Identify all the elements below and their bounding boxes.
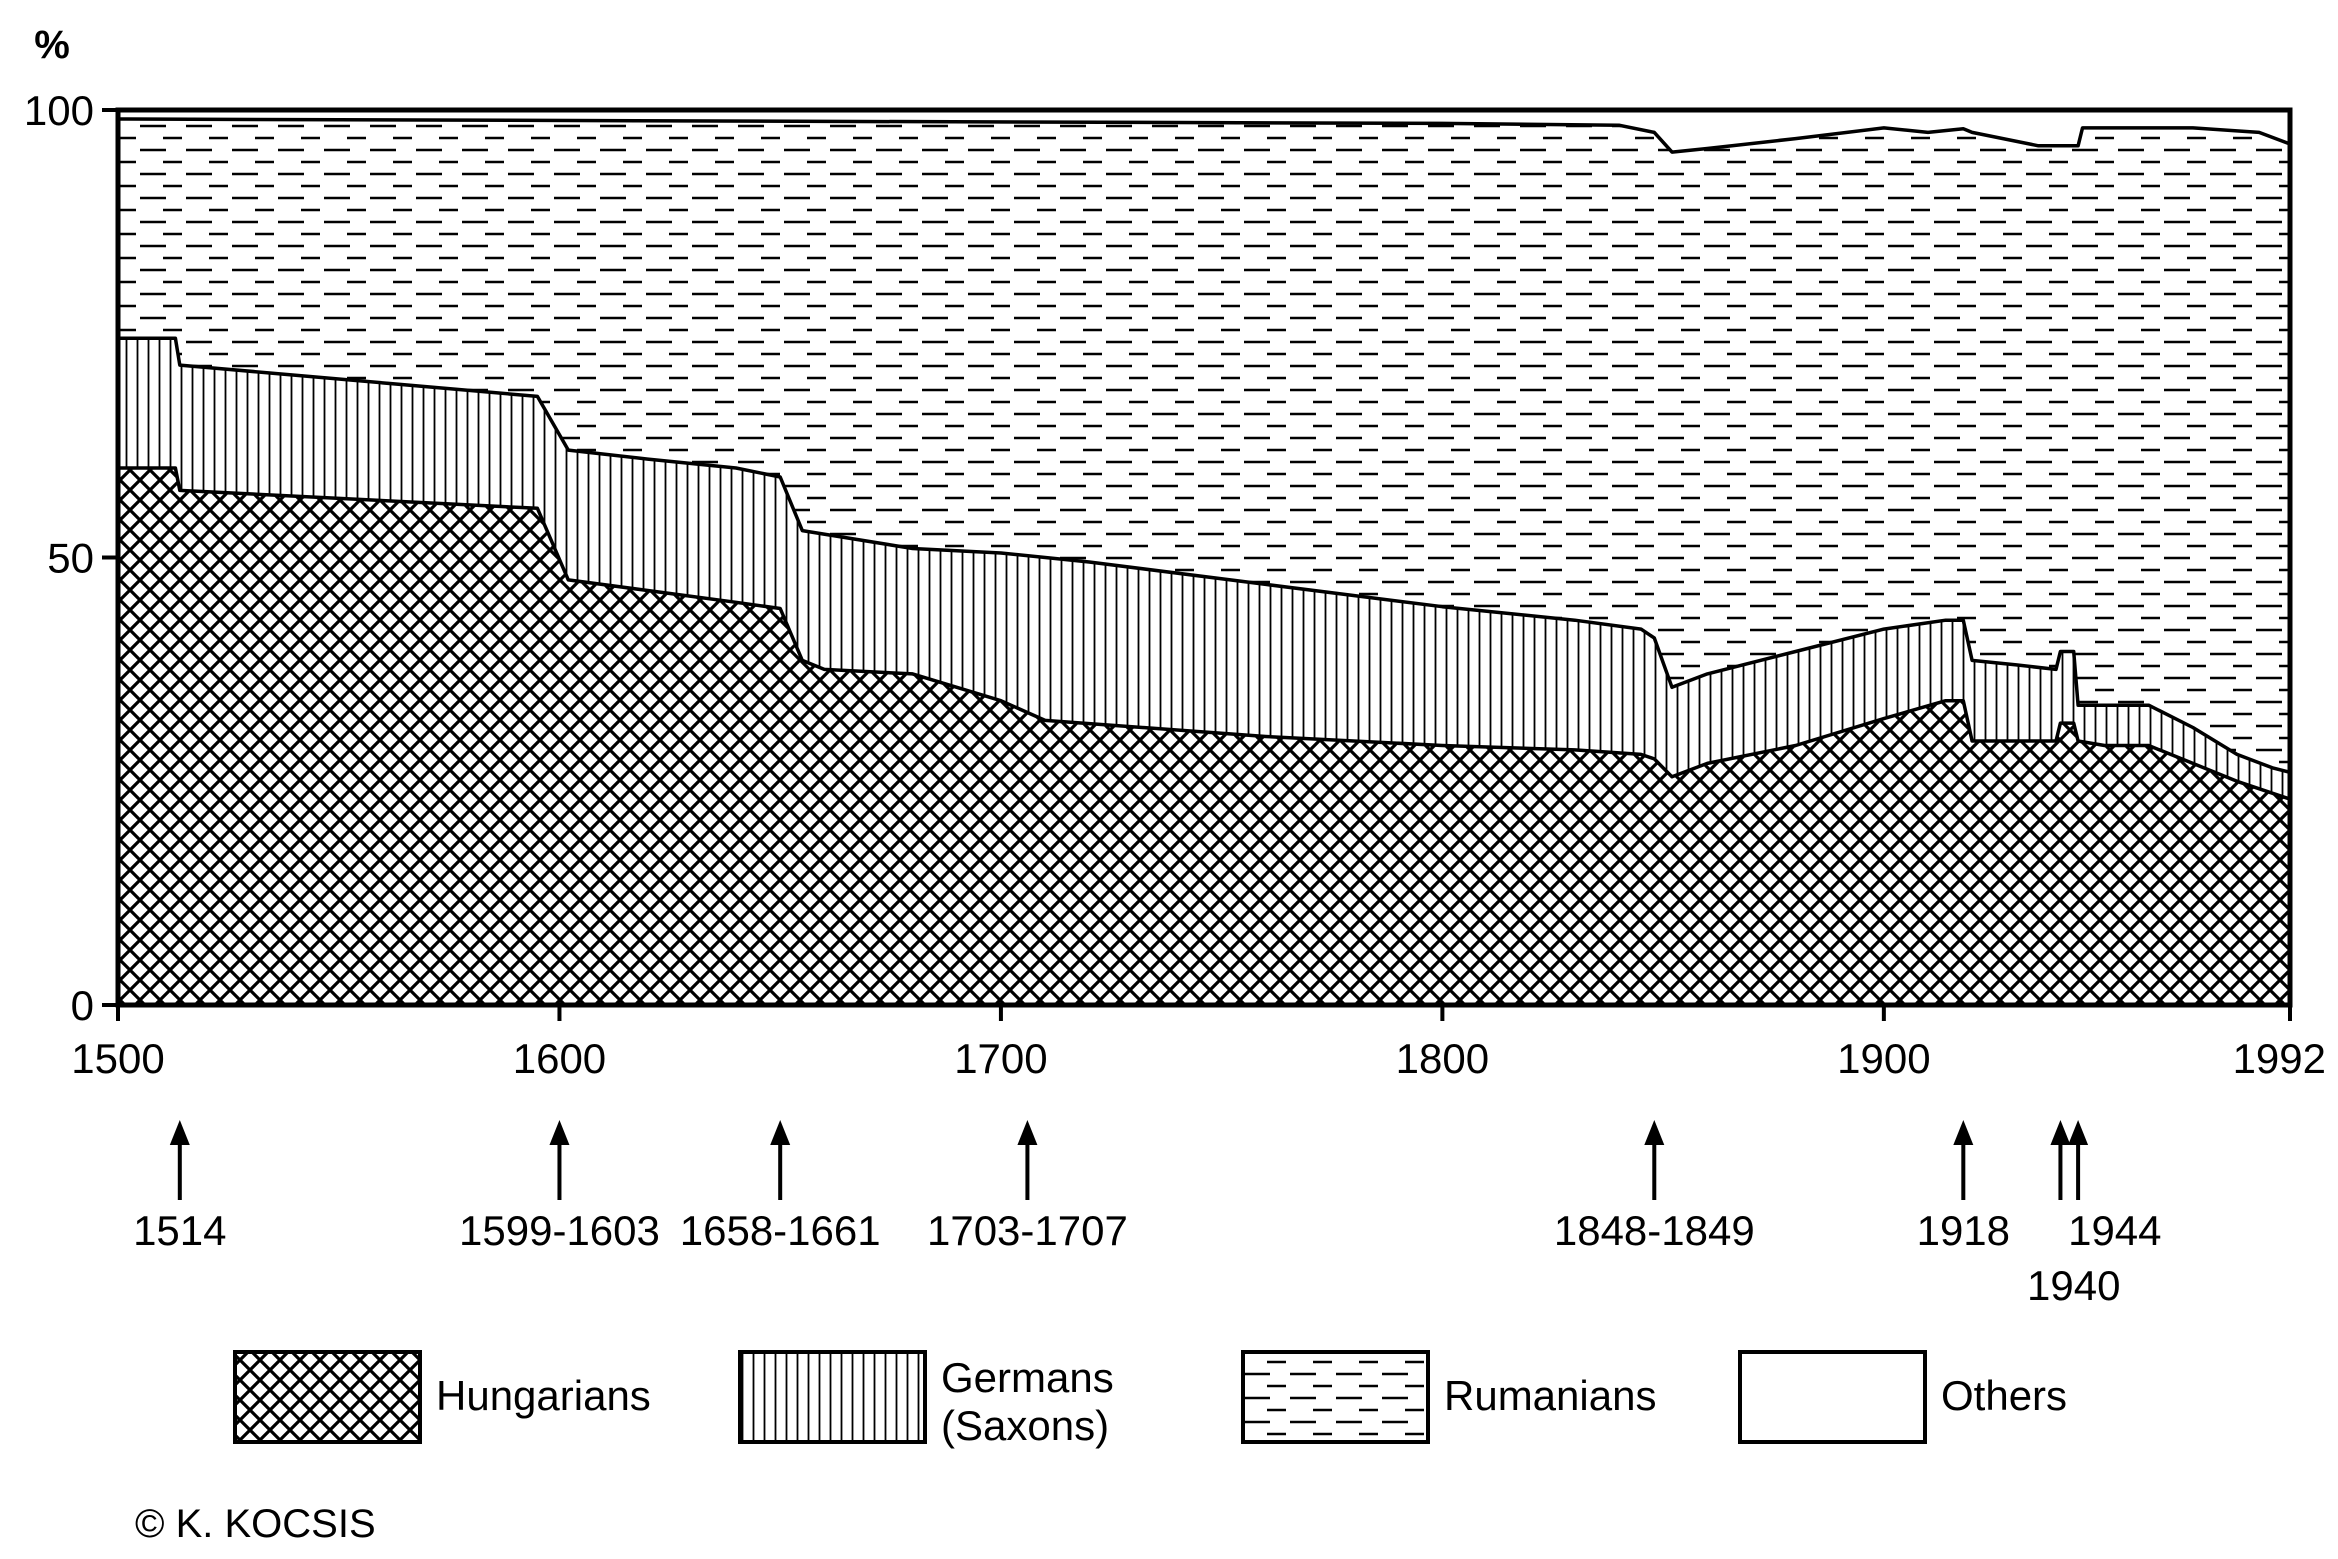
x-tick-label: 1500 (71, 1035, 164, 1082)
credit-text: © K. KOCSIS (135, 1502, 376, 1546)
legend-swatch (233, 1350, 422, 1444)
event-arrow-head (770, 1120, 791, 1145)
y-tick-label: 100 (24, 87, 94, 134)
event-label: 1599-1603 (459, 1207, 660, 1254)
x-axis: 1500 1600 1700 1800 1900 1992 (71, 1005, 2326, 1082)
event-arrow-head (169, 1120, 190, 1145)
legend-label: Rumanians (1444, 1372, 1656, 1419)
event-label: 1848-1849 (1554, 1207, 1755, 1254)
legend-label: Hungarians (436, 1372, 651, 1419)
boundary-germans-saxons (118, 336, 2291, 774)
legend-swatch (1738, 1350, 1927, 1444)
event-label: 1514 (133, 1207, 226, 1254)
x-tick-label: 1700 (954, 1035, 1047, 1082)
x-tick-label: 1600 (513, 1035, 606, 1082)
x-tick-label: 1800 (1396, 1035, 1489, 1082)
legend-label: Germans (941, 1354, 1114, 1401)
boundary-rumanians (117, 117, 2291, 154)
event-arrow-head (2068, 1120, 2089, 1145)
x-tick-label: 1992 (2233, 1035, 2326, 1082)
x-tick-label: 1900 (1837, 1035, 1930, 1082)
event-arrow-head (1644, 1120, 1665, 1145)
legend-swatch (738, 1350, 927, 1444)
legend: Hungarians Germans(Saxons) Rumanians Others (233, 1350, 2067, 1449)
event-arrow-head (1017, 1120, 1038, 1145)
legend-swatch (1241, 1350, 1430, 1444)
area-hungarians (118, 468, 2290, 1005)
boundary-hungarians (118, 466, 2291, 801)
event-label: 1703-1707 (927, 1207, 1128, 1254)
legend-label: (Saxons) (941, 1402, 1109, 1449)
event-label: 1940 (2027, 1262, 2120, 1309)
event-label: 1944 (2068, 1207, 2161, 1254)
y-axis: 0 50 100 (24, 87, 118, 1029)
event-arrow-head (1953, 1120, 1974, 1145)
event-label: 1918 (1917, 1207, 2010, 1254)
legend-label: Others (1941, 1372, 2067, 1419)
y-tick-label: 50 (47, 535, 94, 582)
event-arrow-head (2050, 1120, 2071, 1145)
event-arrow-head (549, 1120, 570, 1145)
y-unit-label: % (34, 23, 70, 67)
event-label: 1658-1661 (680, 1207, 881, 1254)
y-tick-label: 0 (71, 982, 94, 1029)
stacked-areas (117, 108, 2291, 1005)
event-annotations: 1514 1599-1603 1658-1661 1703-1707 1848-1849… (133, 1120, 2162, 1309)
